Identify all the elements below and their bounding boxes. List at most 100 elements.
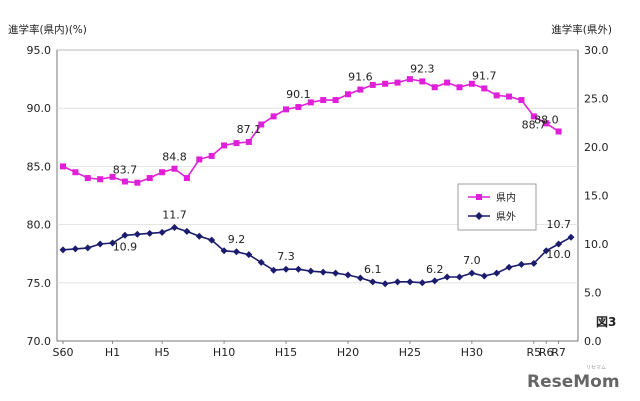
- data-label: 10.9: [113, 240, 138, 253]
- data-label: 88.7: [522, 118, 547, 131]
- data-point-kengai: [171, 224, 179, 232]
- data-point-kengai: [208, 236, 216, 244]
- data-label: 6.1: [364, 263, 382, 276]
- resemom-logo: リセマム ReseMom: [527, 365, 620, 392]
- legend-marker-kengai: [475, 212, 483, 220]
- data-point-kengai: [307, 267, 315, 275]
- data-point-kengai: [555, 240, 563, 248]
- data-point-kennai: [245, 138, 252, 145]
- data-point-kengai: [356, 274, 364, 282]
- data-point-kennai: [481, 85, 488, 92]
- data-point-kengai: [96, 240, 104, 248]
- resemom-logo-small-text: リセマム: [586, 365, 606, 371]
- y-left-tick-label: 85.0: [27, 160, 52, 173]
- y-left-tick-label: 70.0: [27, 335, 52, 348]
- data-point-kennai: [159, 169, 166, 176]
- data-label: 91.6: [348, 71, 373, 84]
- data-point-kennai: [109, 173, 116, 180]
- data-point-kennai: [307, 99, 314, 106]
- data-point-kengai: [232, 248, 240, 256]
- data-point-kengai: [344, 271, 352, 279]
- x-tick-label: H15: [275, 346, 297, 359]
- data-label: 10.7: [547, 218, 572, 231]
- data-point-kennai: [382, 80, 389, 87]
- data-label: 88.0: [534, 113, 559, 126]
- data-point-kengai: [443, 273, 451, 281]
- data-point-kennai: [171, 165, 178, 172]
- data-point-kengai: [71, 245, 79, 253]
- data-point-kengai: [455, 273, 463, 281]
- data-point-kennai: [258, 121, 265, 128]
- data-point-kennai: [332, 97, 339, 104]
- data-point-kengai: [480, 272, 488, 280]
- x-tick-label: H30: [461, 346, 483, 359]
- x-tick-label: H10: [213, 346, 235, 359]
- data-point-kengai: [406, 278, 414, 286]
- data-point-kennai: [369, 81, 376, 88]
- y-right-tick-label: 5.0: [584, 287, 602, 300]
- data-point-kengai: [121, 231, 129, 239]
- y-right-tick-label: 20.0: [584, 141, 609, 154]
- y-right-tick-label: 15.0: [584, 190, 609, 203]
- x-tick-label: R6: [539, 346, 554, 359]
- x-tick-label: H1: [105, 346, 120, 359]
- data-point-kennai: [344, 91, 351, 98]
- data-point-kennai: [72, 169, 79, 176]
- data-label: 11.7: [162, 209, 187, 222]
- data-point-kennai: [208, 152, 215, 159]
- data-point-kengai: [59, 246, 67, 254]
- data-point-kennai: [295, 104, 302, 111]
- legend-label-kennai: 県内: [496, 191, 516, 204]
- data-point-kennai: [468, 80, 475, 87]
- data-label: 7.0: [463, 254, 481, 267]
- data-point-kengai: [294, 265, 302, 273]
- y-left-tick-label: 90.0: [27, 102, 52, 115]
- series-line-kennai: [62, 78, 560, 184]
- x-tick-label: H20: [337, 346, 359, 359]
- data-point-kengai: [369, 278, 377, 286]
- data-point-kennai: [406, 76, 413, 83]
- data-point-kennai: [183, 175, 190, 182]
- data-label: 10.0: [546, 248, 571, 261]
- data-point-kennai: [121, 178, 128, 185]
- data-point-kengai: [183, 227, 191, 235]
- data-point-kennai: [233, 140, 240, 147]
- data-point-kennai: [84, 175, 91, 182]
- series-line-kengai: [62, 226, 572, 285]
- y-right-tick-label: 30.0: [584, 44, 609, 57]
- data-label: 92.3: [410, 62, 435, 75]
- data-point-kengai: [158, 228, 166, 236]
- data-point-kengai: [319, 268, 327, 276]
- data-point-kengai: [567, 233, 575, 241]
- data-point-kengai: [195, 232, 203, 240]
- data-point-kengai: [270, 266, 278, 274]
- data-point-kengai: [381, 280, 389, 288]
- data-point-kengai: [530, 259, 538, 267]
- data-label: 7.3: [277, 250, 295, 263]
- data-point-kengai: [394, 278, 402, 286]
- y-left-axis-title: 進学率(県内)(%): [8, 23, 87, 36]
- data-point-kengai: [84, 244, 92, 252]
- data-point-kennai: [555, 128, 562, 135]
- data-point-kennai: [357, 86, 364, 93]
- data-point-kengai: [418, 279, 426, 287]
- y-left-tick-label: 95.0: [27, 44, 52, 57]
- x-tick-label: R5: [527, 346, 542, 359]
- y-right-axis-title: 進学率(県外): [551, 23, 612, 36]
- data-point-kennai: [543, 120, 550, 127]
- data-label: 9.2: [228, 233, 246, 246]
- data-point-kengai: [282, 265, 290, 273]
- y-right-tick-label: 25.0: [584, 93, 609, 106]
- data-label: 90.1: [286, 88, 311, 101]
- data-point-kennai: [419, 78, 426, 85]
- data-point-kengai: [431, 277, 439, 285]
- data-point-kennai: [394, 79, 401, 86]
- data-label: 6.2: [426, 263, 444, 276]
- figure-label: 図3: [596, 315, 616, 329]
- data-point-kengai: [146, 229, 154, 237]
- data-point-kengai: [468, 269, 476, 277]
- legend-box: [457, 183, 537, 231]
- data-point-kennai: [518, 97, 525, 104]
- y-left-tick-label: 75.0: [27, 277, 52, 290]
